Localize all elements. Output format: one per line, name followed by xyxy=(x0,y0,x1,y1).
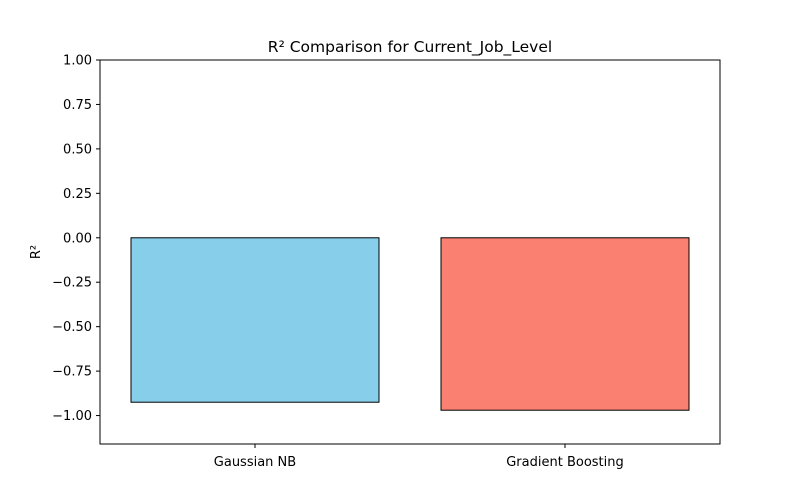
y-axis-label: R² xyxy=(29,245,44,259)
y-tick-label: 1.00 xyxy=(63,54,92,69)
y-tick-label: 0.25 xyxy=(63,187,92,202)
y-tick-label: −0.50 xyxy=(52,320,92,335)
bars-group xyxy=(130,237,690,411)
y-axis: 1.00 0.75 0.50 0.25 0.00 −0.25 −0.50 −0.75 −1.00 xyxy=(52,54,100,424)
y-tick-label: 0.50 xyxy=(63,142,92,157)
y-tick-label: 0.75 xyxy=(63,98,92,113)
y-tick-label: −0.25 xyxy=(52,276,92,291)
chart-title: R² Comparison for Current_Job_Level xyxy=(268,38,552,57)
x-tick-label: Gaussian NB xyxy=(214,455,296,470)
y-tick-label: −1.00 xyxy=(52,409,92,424)
y-tick-label: −0.75 xyxy=(52,365,92,380)
bar-gradient-boosting xyxy=(440,237,690,411)
x-tick-label: Gradient Boosting xyxy=(506,455,624,470)
plot-frame xyxy=(99,59,721,445)
y-tick-label: 0.00 xyxy=(63,231,92,246)
bar-gaussian-nb xyxy=(130,237,380,403)
x-axis: Gaussian NB Gradient Boosting xyxy=(214,444,624,470)
